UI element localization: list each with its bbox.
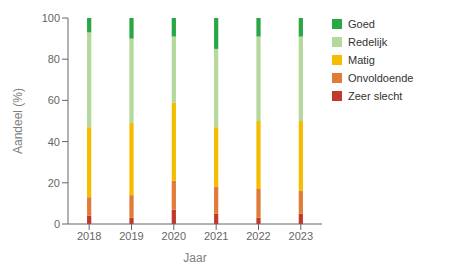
svg-text:0: 0 bbox=[54, 218, 60, 230]
svg-text:20: 20 bbox=[48, 177, 60, 189]
svg-text:2019: 2019 bbox=[119, 230, 143, 242]
html-text:Matig: Matig bbox=[348, 54, 375, 66]
svg-text:80: 80 bbox=[48, 53, 60, 65]
html-text:Goed: Goed bbox=[348, 18, 375, 30]
svg-text:2023: 2023 bbox=[289, 230, 313, 242]
html-text:Onvoldoende: Onvoldoende bbox=[348, 72, 414, 84]
svg-text:100: 100 bbox=[42, 12, 60, 24]
html-text:Zeer slecht: Zeer slecht bbox=[348, 90, 403, 102]
svg-text:Aandeel (%): Aandeel (%) bbox=[11, 88, 25, 154]
svg-text:2022: 2022 bbox=[246, 230, 270, 242]
svg-text:60: 60 bbox=[48, 94, 60, 106]
svg-text:2018: 2018 bbox=[77, 230, 101, 242]
svg-text:40: 40 bbox=[48, 136, 60, 148]
html-text:Redelijk: Redelijk bbox=[348, 36, 388, 48]
svg-text:2021: 2021 bbox=[204, 230, 228, 242]
svg-text:Jaar: Jaar bbox=[183, 251, 206, 265]
svg-text:2020: 2020 bbox=[162, 230, 186, 242]
